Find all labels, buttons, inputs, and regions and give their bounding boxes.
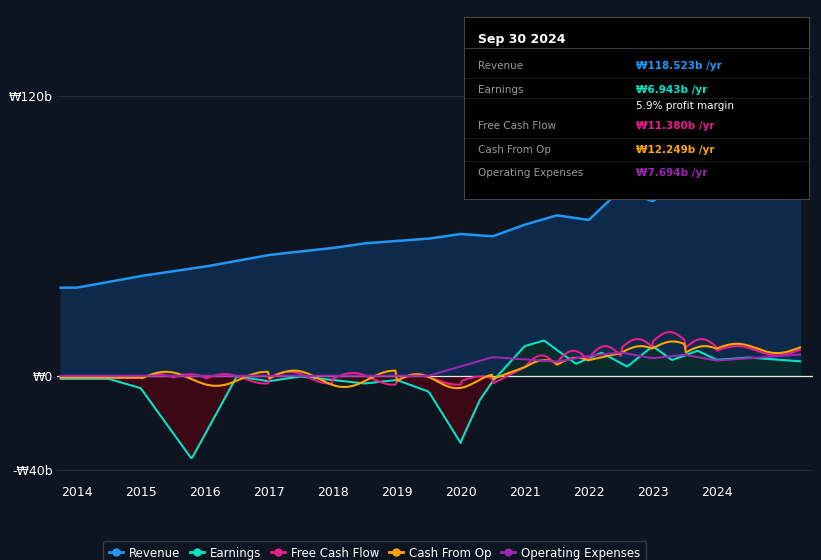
Text: 5.9% profit margin: 5.9% profit margin — [636, 101, 734, 111]
Text: Sep 30 2024: Sep 30 2024 — [478, 33, 565, 46]
Text: Free Cash Flow: Free Cash Flow — [478, 121, 556, 131]
Text: Revenue: Revenue — [478, 61, 523, 71]
Text: Cash From Op: Cash From Op — [478, 144, 551, 155]
Text: Operating Expenses: Operating Expenses — [478, 169, 583, 178]
Text: ₩6.943b /yr: ₩6.943b /yr — [636, 85, 708, 95]
Text: ₩12.249b /yr: ₩12.249b /yr — [636, 144, 715, 155]
Text: ₩11.380b /yr: ₩11.380b /yr — [636, 121, 715, 131]
Legend: Revenue, Earnings, Free Cash Flow, Cash From Op, Operating Expenses: Revenue, Earnings, Free Cash Flow, Cash … — [103, 541, 646, 560]
Text: Earnings: Earnings — [478, 85, 523, 95]
Text: ₩7.694b /yr: ₩7.694b /yr — [636, 169, 708, 178]
Text: ₩118.523b /yr: ₩118.523b /yr — [636, 61, 722, 71]
